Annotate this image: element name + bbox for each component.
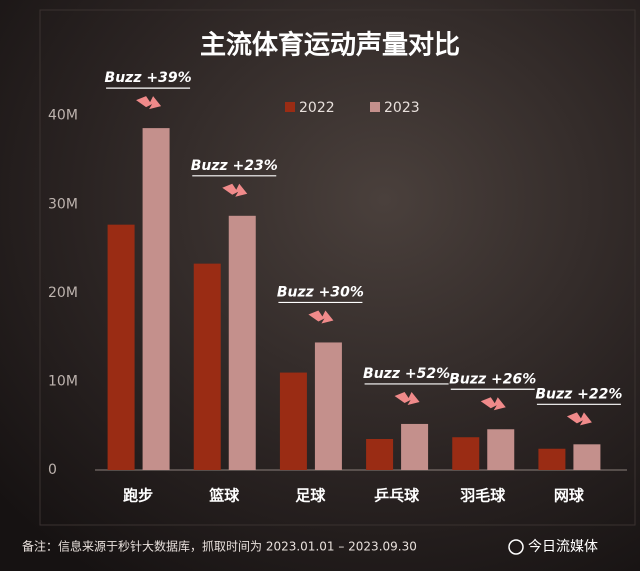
bar <box>573 444 601 470</box>
bar <box>228 215 256 470</box>
y-tick-label: 0 <box>48 462 57 478</box>
annotation-arrow <box>566 412 592 426</box>
bar <box>107 224 135 470</box>
annotation: Buzz +23% <box>191 158 278 174</box>
y-tick-label: 20M <box>48 285 78 301</box>
annotation-arrow <box>222 183 248 197</box>
bar <box>193 263 221 470</box>
annotation: Buzz +22% <box>535 386 622 402</box>
x-tick-label: 羽毛球 <box>460 487 506 505</box>
x-tick-label: 篮球 <box>208 487 240 505</box>
bar <box>279 372 307 470</box>
y-tick-label: 30M <box>48 196 78 212</box>
bar <box>314 342 342 470</box>
x-tick-label: 跑步 <box>123 487 153 505</box>
annotation-arrow <box>394 391 420 405</box>
annotation-arrow <box>308 310 334 324</box>
bar <box>538 448 566 470</box>
annotation-arrow <box>136 96 162 110</box>
annotation: Buzz +30% <box>277 284 364 300</box>
legend-swatch <box>285 102 295 112</box>
footnote: 备注：信息来源于秒针大数据库，抓取时间为 2023.01.01 – 2023.0… <box>22 539 417 554</box>
legend-label: 2022 <box>299 100 335 116</box>
legend-label: 2023 <box>384 100 420 116</box>
chart-title: 主流体育运动声量对比 <box>200 30 460 61</box>
panel <box>39 9 636 526</box>
annotation-arrow <box>480 397 506 411</box>
bar <box>366 439 394 470</box>
annotation: Buzz +39% <box>105 70 192 86</box>
annotation: Buzz +52% <box>363 366 450 382</box>
watermark-icon <box>508 539 524 555</box>
x-tick-label: 乒乓球 <box>374 487 420 505</box>
bar <box>487 429 515 470</box>
bar <box>142 128 170 470</box>
x-tick-label: 网球 <box>554 487 585 505</box>
legend-swatch <box>370 102 380 112</box>
bar <box>452 437 480 470</box>
bar <box>401 423 429 470</box>
annotation: Buzz +26% <box>449 371 536 387</box>
y-tick-label: 40M <box>48 108 78 124</box>
y-tick-label: 10M <box>48 373 78 389</box>
x-tick-label: 足球 <box>295 487 326 505</box>
watermark: 今日流媒体 <box>528 539 598 555</box>
